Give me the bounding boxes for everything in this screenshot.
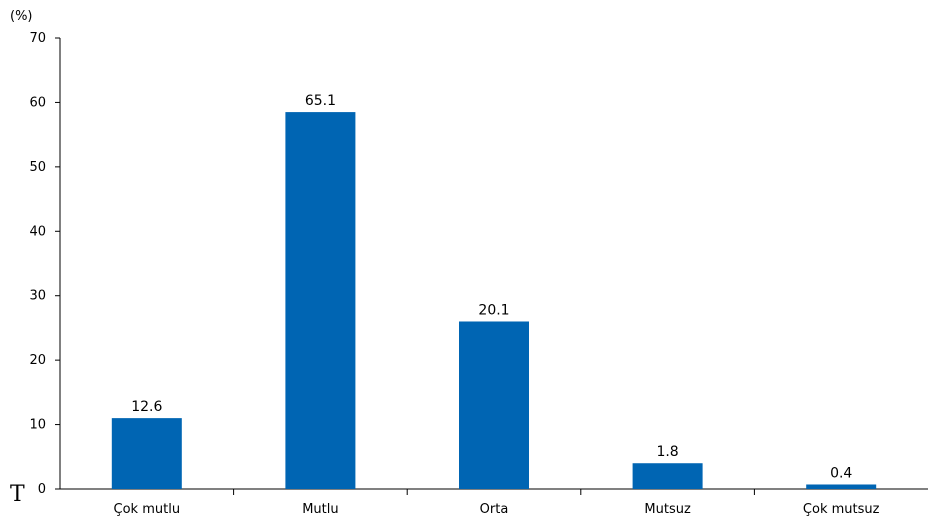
- x-tick-label: Orta: [480, 502, 509, 517]
- y-tick-label: 20: [29, 353, 46, 368]
- x-tick-label: Mutlu: [302, 502, 338, 517]
- bar: [459, 321, 529, 489]
- y-tick-label: 0: [38, 482, 46, 497]
- data-label: 12.6: [131, 399, 162, 415]
- y-tick-label: 40: [29, 224, 46, 239]
- y-tick-label: 70: [29, 31, 46, 46]
- bar: [285, 112, 356, 489]
- y-axis-unit-label: (%): [10, 9, 33, 24]
- data-label: 65.1: [305, 93, 336, 109]
- stray-letter-text: T: [10, 482, 25, 507]
- bar: [632, 463, 703, 489]
- x-tick-label: Mutsuz: [644, 502, 691, 517]
- y-tick-label: 10: [29, 418, 46, 433]
- y-tick-label: 60: [29, 95, 46, 110]
- bar: [111, 418, 182, 489]
- data-label: 0.4: [830, 465, 852, 481]
- y-tick-label: 50: [29, 160, 46, 175]
- data-label: 1.8: [656, 444, 678, 460]
- labels: 0 10 20 30 40 50 60 70 12.6 Çok mutlu 65.1 Mutlu 20.…: [29, 31, 879, 517]
- bars: [111, 112, 877, 489]
- y-tick-label: 30: [29, 289, 46, 304]
- bar: [806, 484, 877, 489]
- x-tick-label: Çok mutsuz: [803, 502, 880, 517]
- data-label: 20.1: [478, 302, 509, 318]
- x-tick-label: Çok mutlu: [114, 502, 181, 517]
